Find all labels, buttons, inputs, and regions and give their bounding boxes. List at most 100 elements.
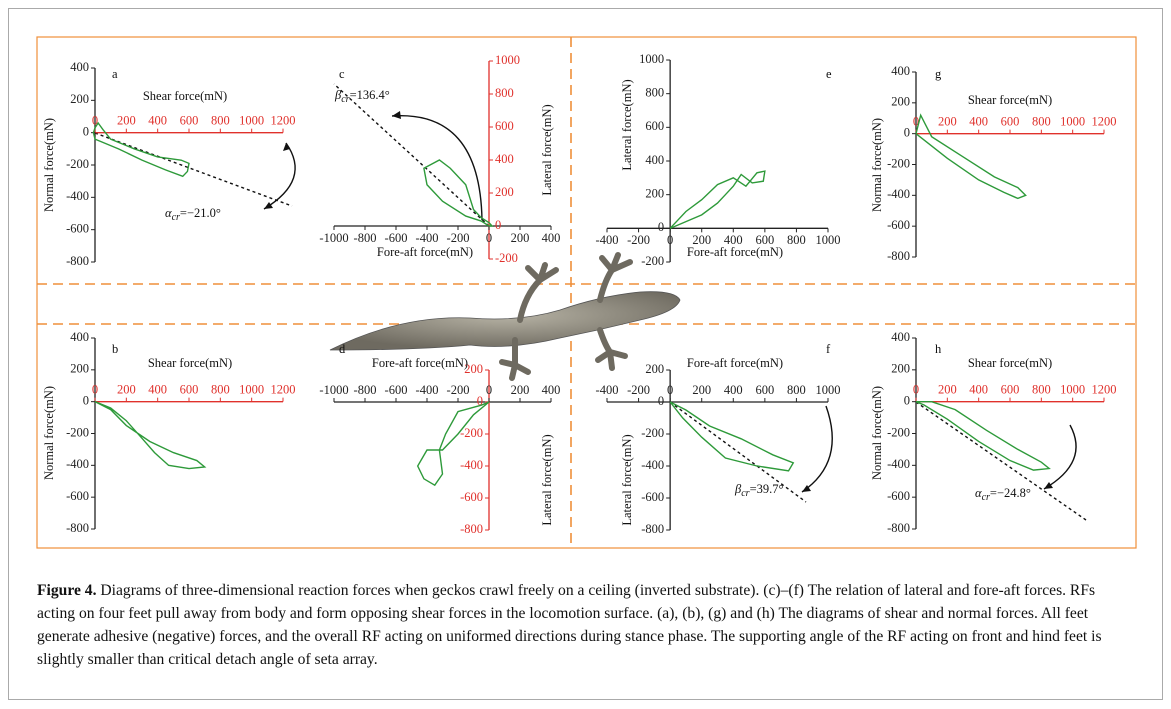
x-tick-label: 1000: [816, 233, 841, 247]
angle-value: =−24.8°: [990, 486, 1031, 500]
x-tick-label: 1200: [271, 114, 296, 128]
x-tick-label: 1000: [816, 383, 841, 397]
x-tick-label: 400: [969, 383, 988, 397]
x-tick-label: 200: [511, 231, 530, 245]
y-tick-label: -600: [887, 218, 910, 232]
y-tick-label: -400: [641, 458, 664, 472]
x-tick-label: -400: [596, 383, 619, 397]
x-tick-label: -200: [627, 233, 650, 247]
x-tick-label: 600: [180, 383, 199, 397]
panel-label: b: [112, 342, 118, 356]
angle-subscript: cr: [172, 212, 180, 223]
angle-line: [334, 84, 489, 226]
y-axis-label: Lateral force(mN): [620, 434, 634, 525]
y-tick-label: 200: [891, 95, 910, 109]
x-axis-label: Shear force(mN): [968, 93, 1052, 107]
x-tick-label: 800: [787, 233, 806, 247]
y-tick-label: -600: [641, 490, 664, 504]
y-tick-label: 1000: [495, 53, 520, 67]
angle-value: =136.4°: [350, 88, 390, 102]
force-trace: [670, 171, 765, 228]
x-tick-label: 1000: [239, 114, 264, 128]
arrow-head: [1044, 482, 1053, 489]
x-tick-label: 200: [117, 114, 136, 128]
x-tick-label: 800: [1032, 383, 1051, 397]
force-trace: [418, 402, 489, 485]
x-tick-label: 0: [667, 233, 673, 247]
figure: 020040060080010001200-800-600-400-200020…: [0, 0, 1171, 709]
panel-label: c: [339, 67, 345, 81]
y-axis-label: Normal force(mN): [870, 386, 884, 480]
caption-text: Diagrams of three-dimensional reaction f…: [37, 582, 1102, 668]
y-tick-label: -600: [66, 489, 89, 503]
y-tick-label: 1000: [639, 52, 664, 66]
y-tick-label: -400: [887, 457, 910, 471]
y-tick-label: 800: [495, 86, 514, 100]
angle-arrow: [392, 116, 482, 220]
gecko-body: [330, 292, 680, 350]
angle-subscript: cr: [741, 488, 749, 499]
x-tick-label: 0: [486, 231, 492, 245]
y-tick-label: -600: [66, 222, 89, 236]
arrow-head: [264, 202, 273, 209]
panel-label: e: [826, 67, 832, 81]
y-tick-label: 400: [891, 330, 910, 344]
y-tick-label: 600: [495, 119, 514, 133]
caption-label: Figure 4.: [37, 582, 96, 599]
x-tick-label: 200: [692, 383, 711, 397]
x-axis-label: Fore-aft force(mN): [687, 356, 783, 370]
x-tick-label: 1000: [1060, 115, 1085, 129]
y-tick-label: -400: [66, 457, 89, 471]
y-tick-label: 0: [83, 394, 89, 408]
x-tick-label: 1000: [239, 383, 264, 397]
x-tick-label: 0: [92, 383, 98, 397]
y-tick-label: 400: [891, 64, 910, 78]
y-axis-label: Normal force(mN): [42, 118, 56, 212]
y-axis-label: Normal force(mN): [42, 386, 56, 480]
x-tick-label: 0: [667, 383, 673, 397]
angle-annotation: βcr=136.4°: [334, 88, 390, 105]
panel-label: a: [112, 67, 118, 81]
x-tick-label: 800: [787, 383, 806, 397]
panel-label: f: [826, 342, 831, 356]
x-axis-label: Fore-aft force(mN): [377, 245, 473, 259]
force-trace: [95, 402, 205, 469]
x-tick-label: 1200: [1092, 383, 1117, 397]
angle-arrow: [264, 143, 295, 209]
x-tick-label: 1000: [1060, 383, 1085, 397]
angle-annotation: αcr=−24.8°: [975, 486, 1031, 503]
x-tick-label: 400: [148, 114, 167, 128]
angle-arrow: [802, 406, 832, 492]
y-tick-label: -800: [66, 521, 89, 535]
x-tick-label: 600: [180, 114, 199, 128]
y-tick-label: 200: [645, 362, 664, 376]
y-tick-label: 0: [904, 126, 910, 140]
x-tick-label: 0: [486, 383, 492, 397]
x-tick-label: 0: [913, 383, 919, 397]
x-axis-label: Shear force(mN): [143, 89, 227, 103]
y-axis-label: Lateral force(mN): [540, 434, 554, 525]
y-tick-label: 0: [658, 220, 664, 234]
y-tick-label: 0: [495, 218, 501, 232]
y-tick-label: -800: [887, 521, 910, 535]
x-tick-label: 1200: [271, 383, 296, 397]
y-tick-label: -800: [641, 522, 664, 536]
y-tick-label: 0: [904, 394, 910, 408]
y-tick-label: -800: [460, 522, 483, 536]
x-axis-label: Fore-aft force(mN): [372, 356, 468, 370]
x-tick-label: 400: [969, 115, 988, 129]
x-tick-label: 400: [542, 231, 561, 245]
y-tick-label: -800: [66, 254, 89, 268]
y-tick-label: -600: [460, 490, 483, 504]
x-tick-label: 800: [1032, 115, 1051, 129]
x-tick-label: -400: [596, 233, 619, 247]
y-tick-label: -200: [641, 426, 664, 440]
y-tick-label: -400: [887, 187, 910, 201]
y-tick-label: -400: [66, 189, 89, 203]
x-tick-label: -1000: [319, 383, 348, 397]
gecko-leg: [520, 265, 556, 320]
angle-value: =39.7°: [750, 482, 784, 496]
y-tick-label: -200: [66, 425, 89, 439]
x-tick-label: 200: [938, 115, 957, 129]
y-tick-label: -200: [66, 157, 89, 171]
